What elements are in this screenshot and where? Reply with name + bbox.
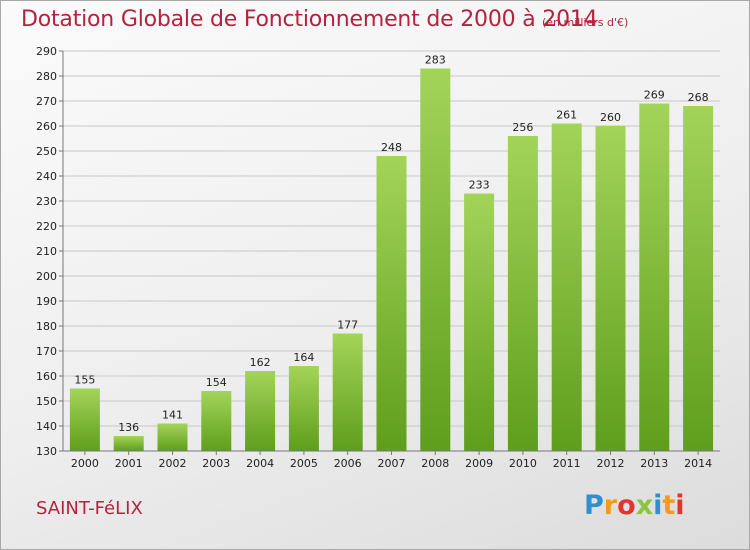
x-tick-label-2004: 2004 (246, 457, 274, 470)
y-tick-label: 290 (36, 45, 57, 58)
logo-letter: r (603, 490, 618, 521)
bar-2010 (507, 136, 538, 451)
y-tick-label: 180 (36, 320, 57, 333)
x-tick-label-2003: 2003 (202, 457, 230, 470)
x-tick-label-2002: 2002 (159, 457, 187, 470)
y-tick-label: 220 (36, 220, 57, 233)
x-tick-label-2008: 2008 (421, 457, 449, 470)
value-label-2006: 177 (337, 319, 358, 332)
bar-2011 (551, 123, 582, 451)
value-label-2007: 248 (381, 141, 402, 154)
bar-2013 (639, 103, 670, 451)
x-tick-label-2006: 2006 (334, 457, 362, 470)
bar-2014 (683, 106, 714, 451)
x-tick-label-2012: 2012 (597, 457, 625, 470)
y-tick-label: 260 (36, 120, 57, 133)
y-tick-label: 230 (36, 195, 57, 208)
x-tick-label-2013: 2013 (640, 457, 668, 470)
value-label-2003: 154 (206, 376, 227, 389)
bar-2000 (69, 388, 100, 451)
value-label-2000: 155 (74, 374, 95, 387)
bar-2009 (464, 193, 495, 451)
value-label-2008: 283 (425, 54, 446, 67)
bar-2002 (157, 423, 188, 451)
x-tick-label-2009: 2009 (465, 457, 493, 470)
y-tick-label: 200 (36, 270, 57, 283)
logo-letter: t (662, 490, 676, 521)
bar-2001 (113, 436, 144, 451)
x-tick-label-2014: 2014 (684, 457, 712, 470)
bar-2012 (595, 126, 626, 451)
value-label-2009: 233 (469, 179, 490, 192)
y-tick-label: 140 (36, 420, 57, 433)
proxiti-logo: Proxiti (584, 490, 685, 521)
bar-2005 (288, 366, 319, 451)
logo-letter: o (617, 490, 636, 521)
x-tick-label-2005: 2005 (290, 457, 318, 470)
bar-2008 (420, 68, 451, 451)
axes (59, 50, 720, 455)
value-label-2014: 268 (688, 91, 709, 104)
y-tick-label: 170 (36, 345, 57, 358)
y-tick-label: 190 (36, 295, 57, 308)
labels: 130 140 150 160 170 180 190 200 210 220 230 240 250 2… (36, 45, 712, 470)
y-tick-label: 270 (36, 95, 57, 108)
y-tick-label: 210 (36, 245, 57, 258)
y-tick-label: 280 (36, 70, 57, 83)
logo-letter: x (635, 490, 654, 521)
value-label-2010: 256 (512, 121, 533, 134)
chart-title: Dotation Globale de Fonctionnement de 20… (21, 7, 598, 32)
city-name: SAINT-FéLIX (36, 498, 143, 519)
value-label-2004: 162 (250, 356, 271, 369)
y-tick-label: 150 (36, 395, 57, 408)
value-label-2012: 260 (600, 111, 621, 124)
y-tick-label: 240 (36, 170, 57, 183)
y-tick-label: 130 (36, 445, 57, 458)
bar-2003 (201, 391, 232, 451)
chart-unit: (en milliers d'€) (542, 16, 629, 29)
value-label-2013: 269 (644, 89, 665, 102)
bar-2007 (376, 156, 407, 451)
bar-2004 (245, 371, 276, 451)
logo-letter: P (584, 490, 604, 521)
x-tick-label-2011: 2011 (553, 457, 581, 470)
y-tick-label: 250 (36, 145, 57, 158)
x-tick-label-2010: 2010 (509, 457, 537, 470)
x-tick-label-2007: 2007 (378, 457, 406, 470)
logo-letter: i (675, 490, 685, 521)
value-label-2005: 164 (293, 351, 314, 364)
logo-letter: i (653, 490, 663, 521)
bar-2006 (332, 333, 363, 451)
y-tick-label: 160 (36, 370, 57, 383)
x-tick-label-2000: 2000 (71, 457, 99, 470)
value-label-2002: 141 (162, 409, 183, 422)
value-label-2011: 261 (556, 109, 577, 122)
value-label-2001: 136 (118, 421, 139, 434)
x-tick-label-2001: 2001 (115, 457, 143, 470)
bars (69, 68, 714, 451)
